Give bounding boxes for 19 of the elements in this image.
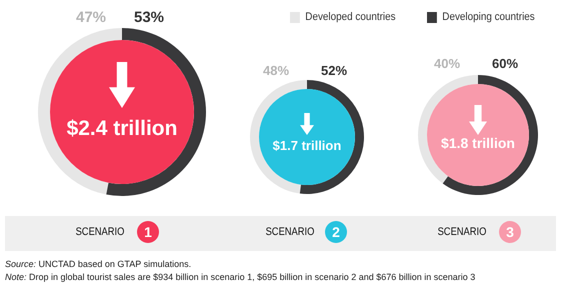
data-label: 53% (132, 9, 166, 26)
legend-label: Developed countries (305, 11, 396, 23)
data-label: 40% (432, 56, 462, 72)
donut-slice (106, 28, 206, 196)
text: SCENARIO (264, 226, 316, 238)
text: $1.7 trillion (272, 138, 342, 154)
text: $2.4 trillion (66, 117, 178, 142)
donut-slice (300, 80, 364, 194)
text: SCENARIO (74, 226, 126, 238)
donut-slice (442, 75, 538, 195)
data-label: 52% (320, 63, 348, 78)
text: $1.8 trillion (440, 134, 516, 151)
legend-label: Developing countries (442, 11, 536, 23)
data-label: 47% (74, 9, 108, 26)
text: SCENARIO (436, 226, 488, 238)
data-label: 60% (490, 56, 520, 72)
data-label: 48% (262, 63, 290, 78)
text: Note: Drop in global tourist sales are $934 billion in scenario 1, $695 billion in scenario 2 and $676 billion in scenario 3 (5, 271, 476, 284)
source-note: Source: UNCTAD based on GTAP simulations. (5, 258, 192, 271)
